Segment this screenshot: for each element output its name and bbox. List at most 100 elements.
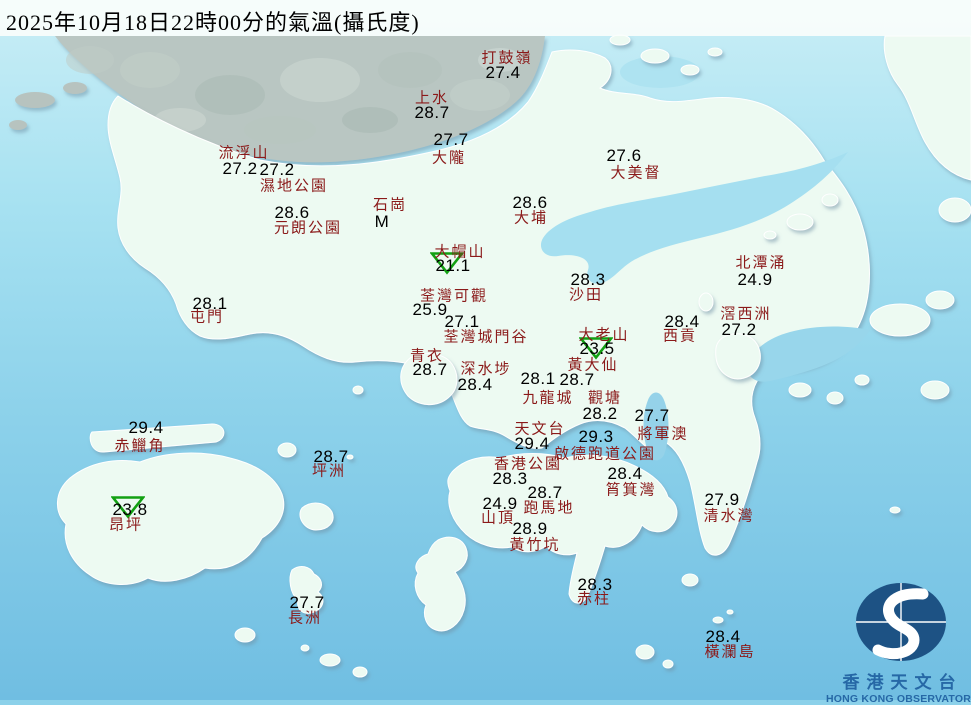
peng-chau-island xyxy=(277,442,297,458)
station-temp: 28.7 xyxy=(527,483,563,502)
station-temp: 28.3 xyxy=(570,270,606,289)
falling-temp-triangle-icon xyxy=(429,252,465,275)
station-name: 西貢 xyxy=(662,328,698,345)
station-temp: 27.2 xyxy=(259,160,295,179)
station-temp: 27.1 xyxy=(444,312,480,331)
station-name: 打鼓嶺 xyxy=(481,50,533,67)
hko-logo-chinese: 香港天文台 xyxy=(842,673,963,692)
lamma-island xyxy=(414,536,468,632)
station-name: 北潭涌 xyxy=(735,255,787,272)
station-name: 荃灣可觀 xyxy=(419,288,489,305)
cheung-chau-island xyxy=(289,566,324,614)
station-temp: 23.8 xyxy=(112,500,148,519)
title-bar: 2025年10月18日22時00分的氣溫(攝氏度) xyxy=(0,0,971,36)
station-name: 元朗公園 xyxy=(273,220,343,237)
lantau-island xyxy=(57,452,285,585)
station-temp: 27.6 xyxy=(606,146,642,165)
station-temp: 28.7 xyxy=(559,370,595,389)
station-name: 橫瀾島 xyxy=(704,644,756,661)
station-temp: M xyxy=(374,212,390,231)
station-name: 大帽山 xyxy=(434,244,486,261)
station-name: 跑馬地 xyxy=(523,500,575,517)
station-name: 坪洲 xyxy=(311,463,347,480)
hko-logo-english: HONG KONG OBSERVATORY xyxy=(826,693,971,705)
falling-temp-triangle-icon xyxy=(578,337,614,360)
station-name: 黃竹坑 xyxy=(509,537,561,554)
station-temp: 28.4 xyxy=(457,375,493,394)
station-name: 石崗 xyxy=(372,197,408,214)
junk-bay xyxy=(643,392,669,461)
station-temp: 27.7 xyxy=(433,130,469,149)
sharp-island xyxy=(698,292,714,312)
station-name: 深水埗 xyxy=(460,361,512,378)
station-temp: 25.9 xyxy=(412,300,448,319)
waglan-island xyxy=(712,616,724,624)
station-temp: 28.1 xyxy=(192,294,228,313)
starling-inlet xyxy=(620,56,700,88)
port-shelter-bay xyxy=(747,326,870,382)
station-name: 觀塘 xyxy=(587,390,623,407)
station-name: 上水 xyxy=(414,90,450,107)
station-temp: 28.2 xyxy=(582,404,618,423)
station-temp: 28.6 xyxy=(274,203,310,222)
station-name: 赤鱲角 xyxy=(114,438,166,455)
station-name: 山頂 xyxy=(480,510,516,527)
tolo-harbour xyxy=(540,152,848,284)
station-name: 將軍澳 xyxy=(637,426,689,443)
po-toi-island xyxy=(635,644,655,660)
station-temp: 28.9 xyxy=(512,519,548,538)
station-name: 天文台 xyxy=(514,421,566,438)
station-temp: 28.4 xyxy=(607,464,643,483)
harbour-inlets xyxy=(540,56,870,461)
station-name: 濕地公園 xyxy=(259,178,329,195)
station-temp: 27.7 xyxy=(289,593,325,612)
station-name: 屯門 xyxy=(189,309,225,326)
soko-islands xyxy=(319,653,341,667)
hko-logo-icon xyxy=(856,583,946,661)
station-name: 大老山 xyxy=(578,327,630,344)
station-temp: 28.7 xyxy=(313,447,349,466)
station-name: 筲箕灣 xyxy=(605,482,657,499)
hong-kong-island xyxy=(447,453,678,604)
station-temp: 29.3 xyxy=(578,427,614,446)
station-temp: 27.2 xyxy=(222,159,258,178)
islands xyxy=(57,34,971,678)
station-temp: 28.6 xyxy=(512,193,548,212)
station-temp: 29.4 xyxy=(128,418,164,437)
station-temp: 28.1 xyxy=(520,369,556,388)
new-territories-mainland xyxy=(107,35,971,556)
station-name: 九龍城 xyxy=(522,390,574,407)
station-name: 青衣 xyxy=(409,348,445,365)
station-temp: 28.4 xyxy=(705,627,741,646)
station-name: 流浮山 xyxy=(218,145,270,162)
station-name: 荃灣城門谷 xyxy=(443,329,529,346)
station-temp: 28.4 xyxy=(664,312,700,331)
station-name: 滘西洲 xyxy=(720,306,772,323)
hei-ling-chau-island xyxy=(299,502,334,531)
kau-sai-chau-island xyxy=(715,333,761,380)
station-temp: 27.2 xyxy=(721,320,757,339)
ma-wan-island xyxy=(352,385,364,395)
station-temp: 27.4 xyxy=(485,63,521,82)
station-temp: 28.7 xyxy=(412,360,448,379)
station-name: 清水灣 xyxy=(703,508,755,525)
station-name: 沙田 xyxy=(568,287,604,304)
page-title: 2025年10月18日22時00分的氣溫(攝氏度) xyxy=(6,10,420,35)
station-temp: 21.1 xyxy=(435,256,471,275)
kat-o-island xyxy=(640,48,670,64)
station-temp: 28.3 xyxy=(492,469,528,488)
station-name: 啟德跑道公園 xyxy=(553,446,657,463)
shenzhen-urban-texture xyxy=(66,46,522,144)
station-name: 昂坪 xyxy=(108,517,144,534)
station-name: 黃大仙 xyxy=(567,357,619,374)
station-temp: 28.7 xyxy=(414,103,450,122)
station-temp: 28.3 xyxy=(577,575,613,594)
hko-logo: 香港天文台 HONG KONG OBSERVATORY xyxy=(826,578,971,705)
station-temp: 29.4 xyxy=(514,434,550,453)
airport-island xyxy=(89,423,225,453)
tung-lung-chau-island xyxy=(681,573,699,587)
station-name: 赤柱 xyxy=(576,591,612,608)
tap-mun-island xyxy=(786,213,814,231)
